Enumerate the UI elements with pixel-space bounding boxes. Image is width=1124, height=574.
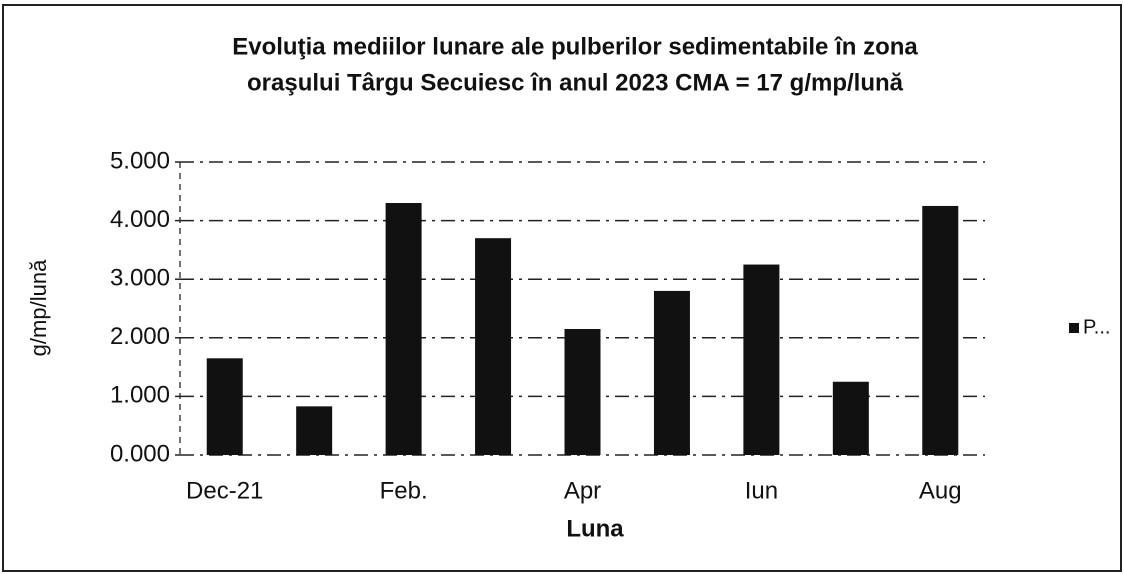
bar (922, 205, 959, 455)
y-axis-label: g/mp/lună (26, 259, 51, 356)
y-tick-label: 4.000 (110, 206, 170, 233)
chart-border (2, 4, 1122, 572)
chart-title: oraşului Târgu Secuiesc în anul 2023 CMA… (247, 69, 904, 96)
y-tick-label: 2.000 (110, 323, 170, 350)
bar (743, 264, 780, 455)
bar (832, 381, 869, 455)
y-tick-label: 0.000 (110, 440, 170, 467)
bar (206, 358, 243, 455)
y-tick-label: 1.000 (110, 382, 170, 409)
bar (564, 329, 601, 455)
x-tick-label: Apr (564, 477, 601, 504)
bar (653, 290, 690, 455)
legend-swatch (1069, 323, 1079, 333)
x-tick-label: Iun (745, 477, 778, 504)
bar (296, 406, 333, 455)
legend-label: P... (1083, 316, 1110, 338)
y-tick-label: 3.000 (110, 265, 170, 292)
bar (385, 203, 422, 455)
bar (475, 238, 512, 455)
x-tick-label: Dec-21 (186, 477, 263, 504)
x-tick-label: Feb. (380, 477, 428, 504)
y-tick-label: 5.000 (110, 147, 170, 174)
x-axis-label: Luna (566, 515, 624, 542)
x-tick-label: Aug (919, 477, 962, 504)
chart-title: Evoluţia mediilor lunare ale pulberilor … (232, 33, 918, 60)
